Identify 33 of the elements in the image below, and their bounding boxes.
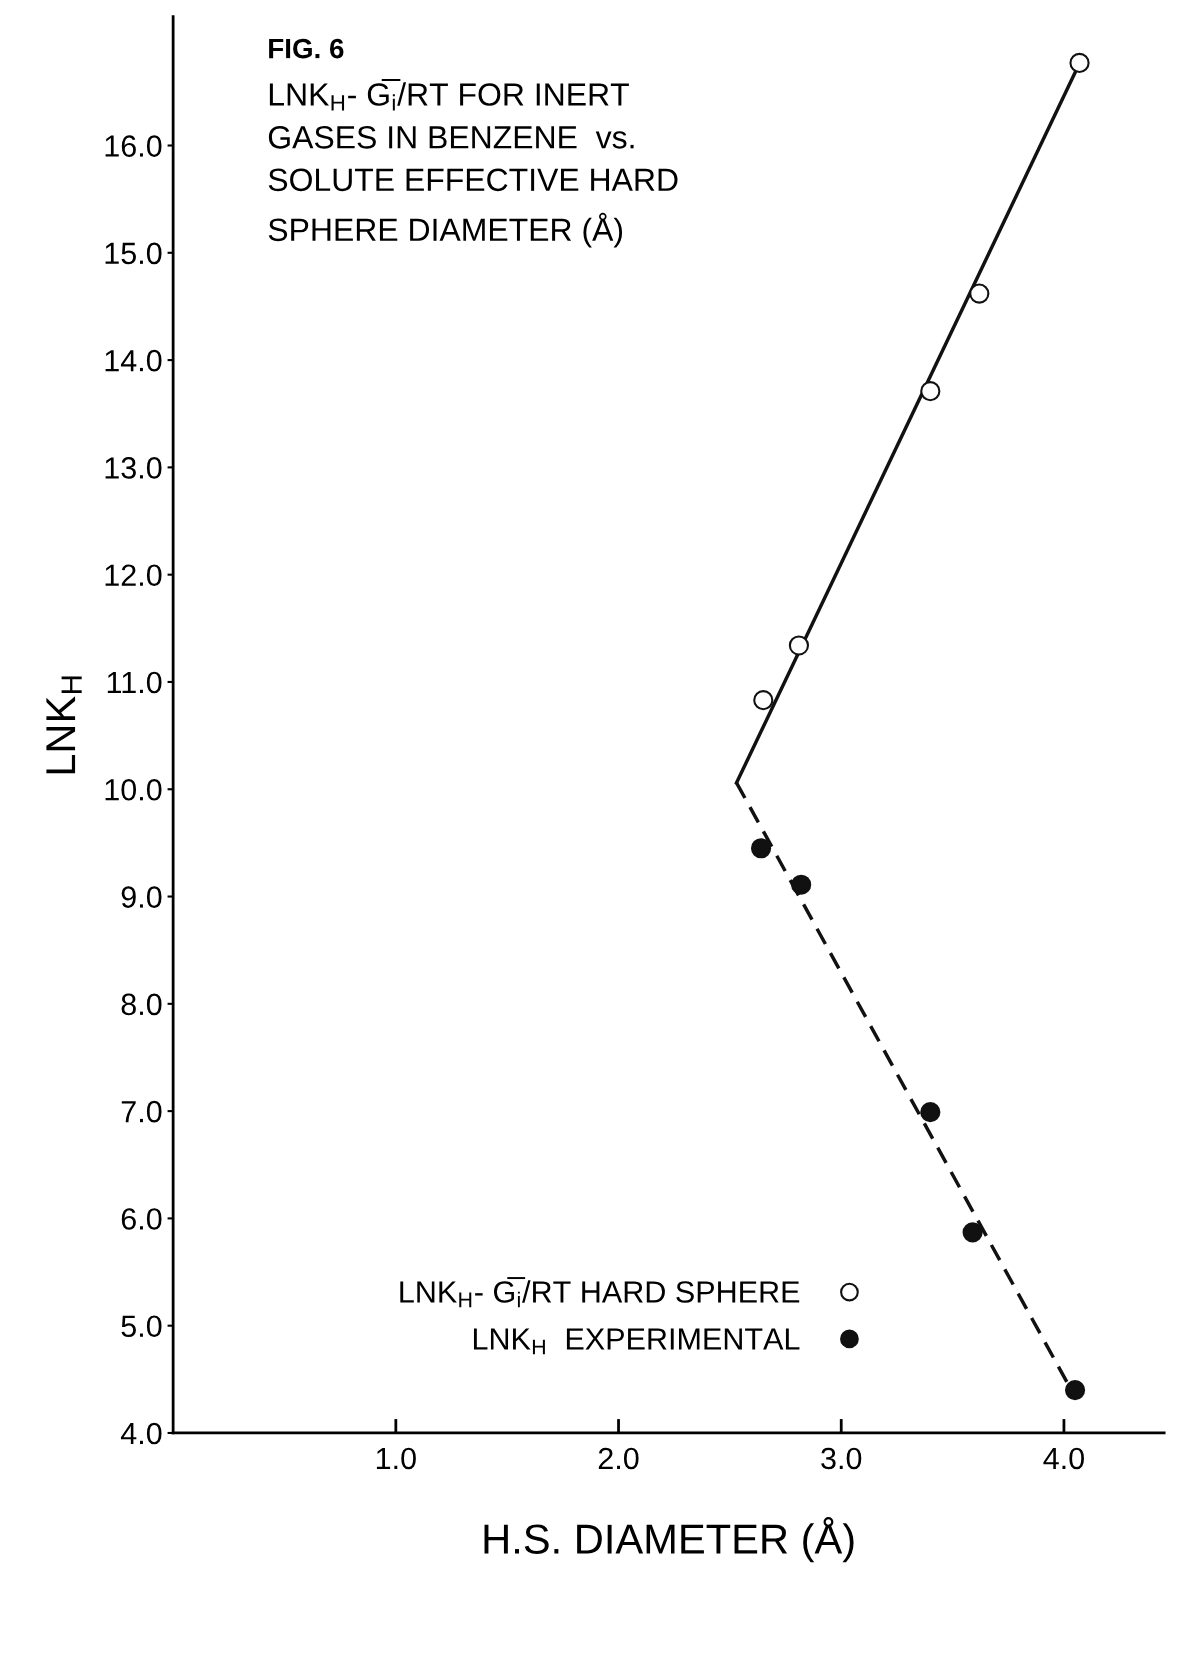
text: FIG. 6 <box>269 38 344 59</box>
point <box>753 690 774 711</box>
point <box>920 381 941 402</box>
y-tick-label: 7.0 <box>121 1100 162 1123</box>
y-tick-label: 10.0 <box>105 778 162 801</box>
y-tick-label: 14.0 <box>105 349 162 372</box>
y-tick-label: 9.0 <box>121 886 162 908</box>
point <box>1064 1379 1086 1401</box>
point <box>791 874 812 895</box>
x-tick-label: 2.0 <box>598 1447 639 1470</box>
legend-label: LNK$_{H}$- G̅$_{i}$/RT HARD SPHERE <box>400 1277 800 1308</box>
y-tick-label: 6.0 <box>121 1208 162 1230</box>
x-tick-label: 3.0 <box>821 1447 862 1470</box>
point <box>962 1222 983 1243</box>
y-tick-label: 15.0 <box>105 242 162 265</box>
point <box>969 283 990 304</box>
y-tick-label: 11.0 <box>107 671 162 694</box>
text: LNK$_{H}$- G̅$_{i}$/RT FOR INERT GASES IN BENZENE vs. SOLUTE EFFECTIVE HARD SPHERE DIAMETER (Å) <box>268 78 678 248</box>
legend-label: LNK$_{H}$ EXPERIMENTAL <box>473 1328 800 1355</box>
x-tick-label: 1.0 <box>376 1447 416 1470</box>
y-tick-label: 4.0 <box>120 1422 162 1445</box>
y-axis-title: LNK$_{H}$ <box>46 676 82 774</box>
y-tick-label: 12.0 <box>105 564 162 587</box>
point <box>920 1102 941 1123</box>
point <box>1069 52 1090 73</box>
point <box>750 838 772 859</box>
y-tick-label: 8.0 <box>121 993 162 1016</box>
y-tick-label: 16.0 <box>105 135 162 157</box>
x-tick-label: 4.0 <box>1043 1447 1084 1470</box>
y-tick-label: 5.0 <box>121 1315 162 1338</box>
y-tick-label: 13.0 <box>105 457 162 479</box>
x-axis-title: H.S. DIAMETER (Å) <box>484 1517 854 1563</box>
point <box>788 635 810 656</box>
